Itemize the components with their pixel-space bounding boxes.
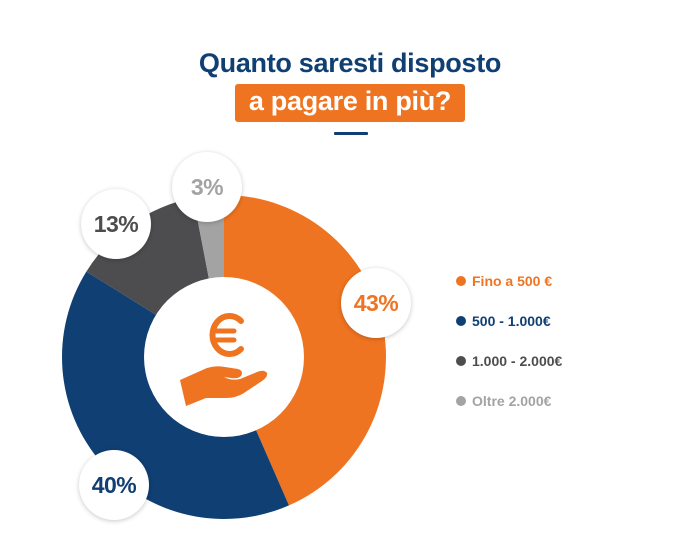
hand-holding-euro-icon [209,313,244,357]
chart-legend: Fino a 500 € 500 - 1.000€ 1.000 - 2.000€… [456,271,562,431]
title-line-2-highlight: a pagare in più? [234,84,466,122]
legend-item-fino-500: Fino a 500 € [456,271,562,291]
legend-label: 500 - 1.000€ [472,313,551,329]
hand-icon [180,366,268,406]
legend-dot-icon [456,276,466,286]
legend-dot-icon [456,356,466,366]
legend-label: 1.000 - 2.000€ [472,353,563,369]
legend-label: Oltre 2.000€ [472,393,552,409]
donut-segment [224,195,387,506]
donut-hole [144,277,304,437]
title-line-1: Quanto saresti disposto [198,48,502,78]
data-label-fino-500: 43% [341,268,411,338]
legend-dot-icon [456,396,466,406]
data-label-text: 3% [190,173,224,200]
legend-item-500-1000: 500 - 1.000€ [456,311,562,331]
data-label-500-1000: 40% [79,450,149,520]
data-label-text: 13% [93,210,139,237]
legend-dot-icon [456,316,466,326]
data-label-1000-2000: 13% [81,189,151,259]
legend-item-oltre-2000: Oltre 2.000€ [456,391,562,411]
title-divider [334,132,368,135]
legend-item-1000-2000: 1.000 - 2.000€ [456,351,562,371]
chart-title: Quanto saresti disposto a pagare in più? [0,46,700,122]
data-label-text: 40% [91,471,137,498]
data-label-oltre-2000: 3% [172,152,242,222]
legend-label: Fino a 500 € [472,273,553,289]
data-label-text: 43% [353,289,399,316]
